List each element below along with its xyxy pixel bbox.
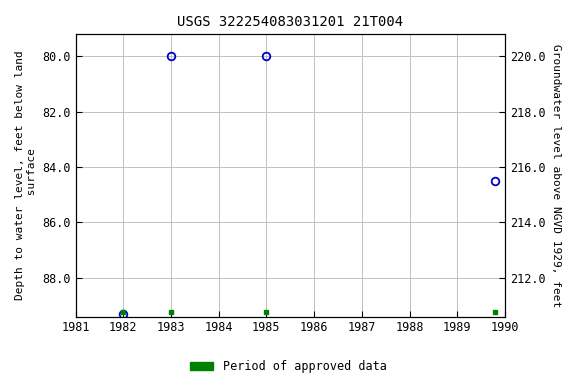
- Title: USGS 322254083031201 21T004: USGS 322254083031201 21T004: [177, 15, 403, 29]
- Y-axis label: Groundwater level above NGVD 1929, feet: Groundwater level above NGVD 1929, feet: [551, 44, 561, 307]
- Y-axis label: Depth to water level, feet below land
 surface: Depth to water level, feet below land su…: [15, 51, 37, 300]
- Legend: Period of approved data: Period of approved data: [185, 356, 391, 378]
